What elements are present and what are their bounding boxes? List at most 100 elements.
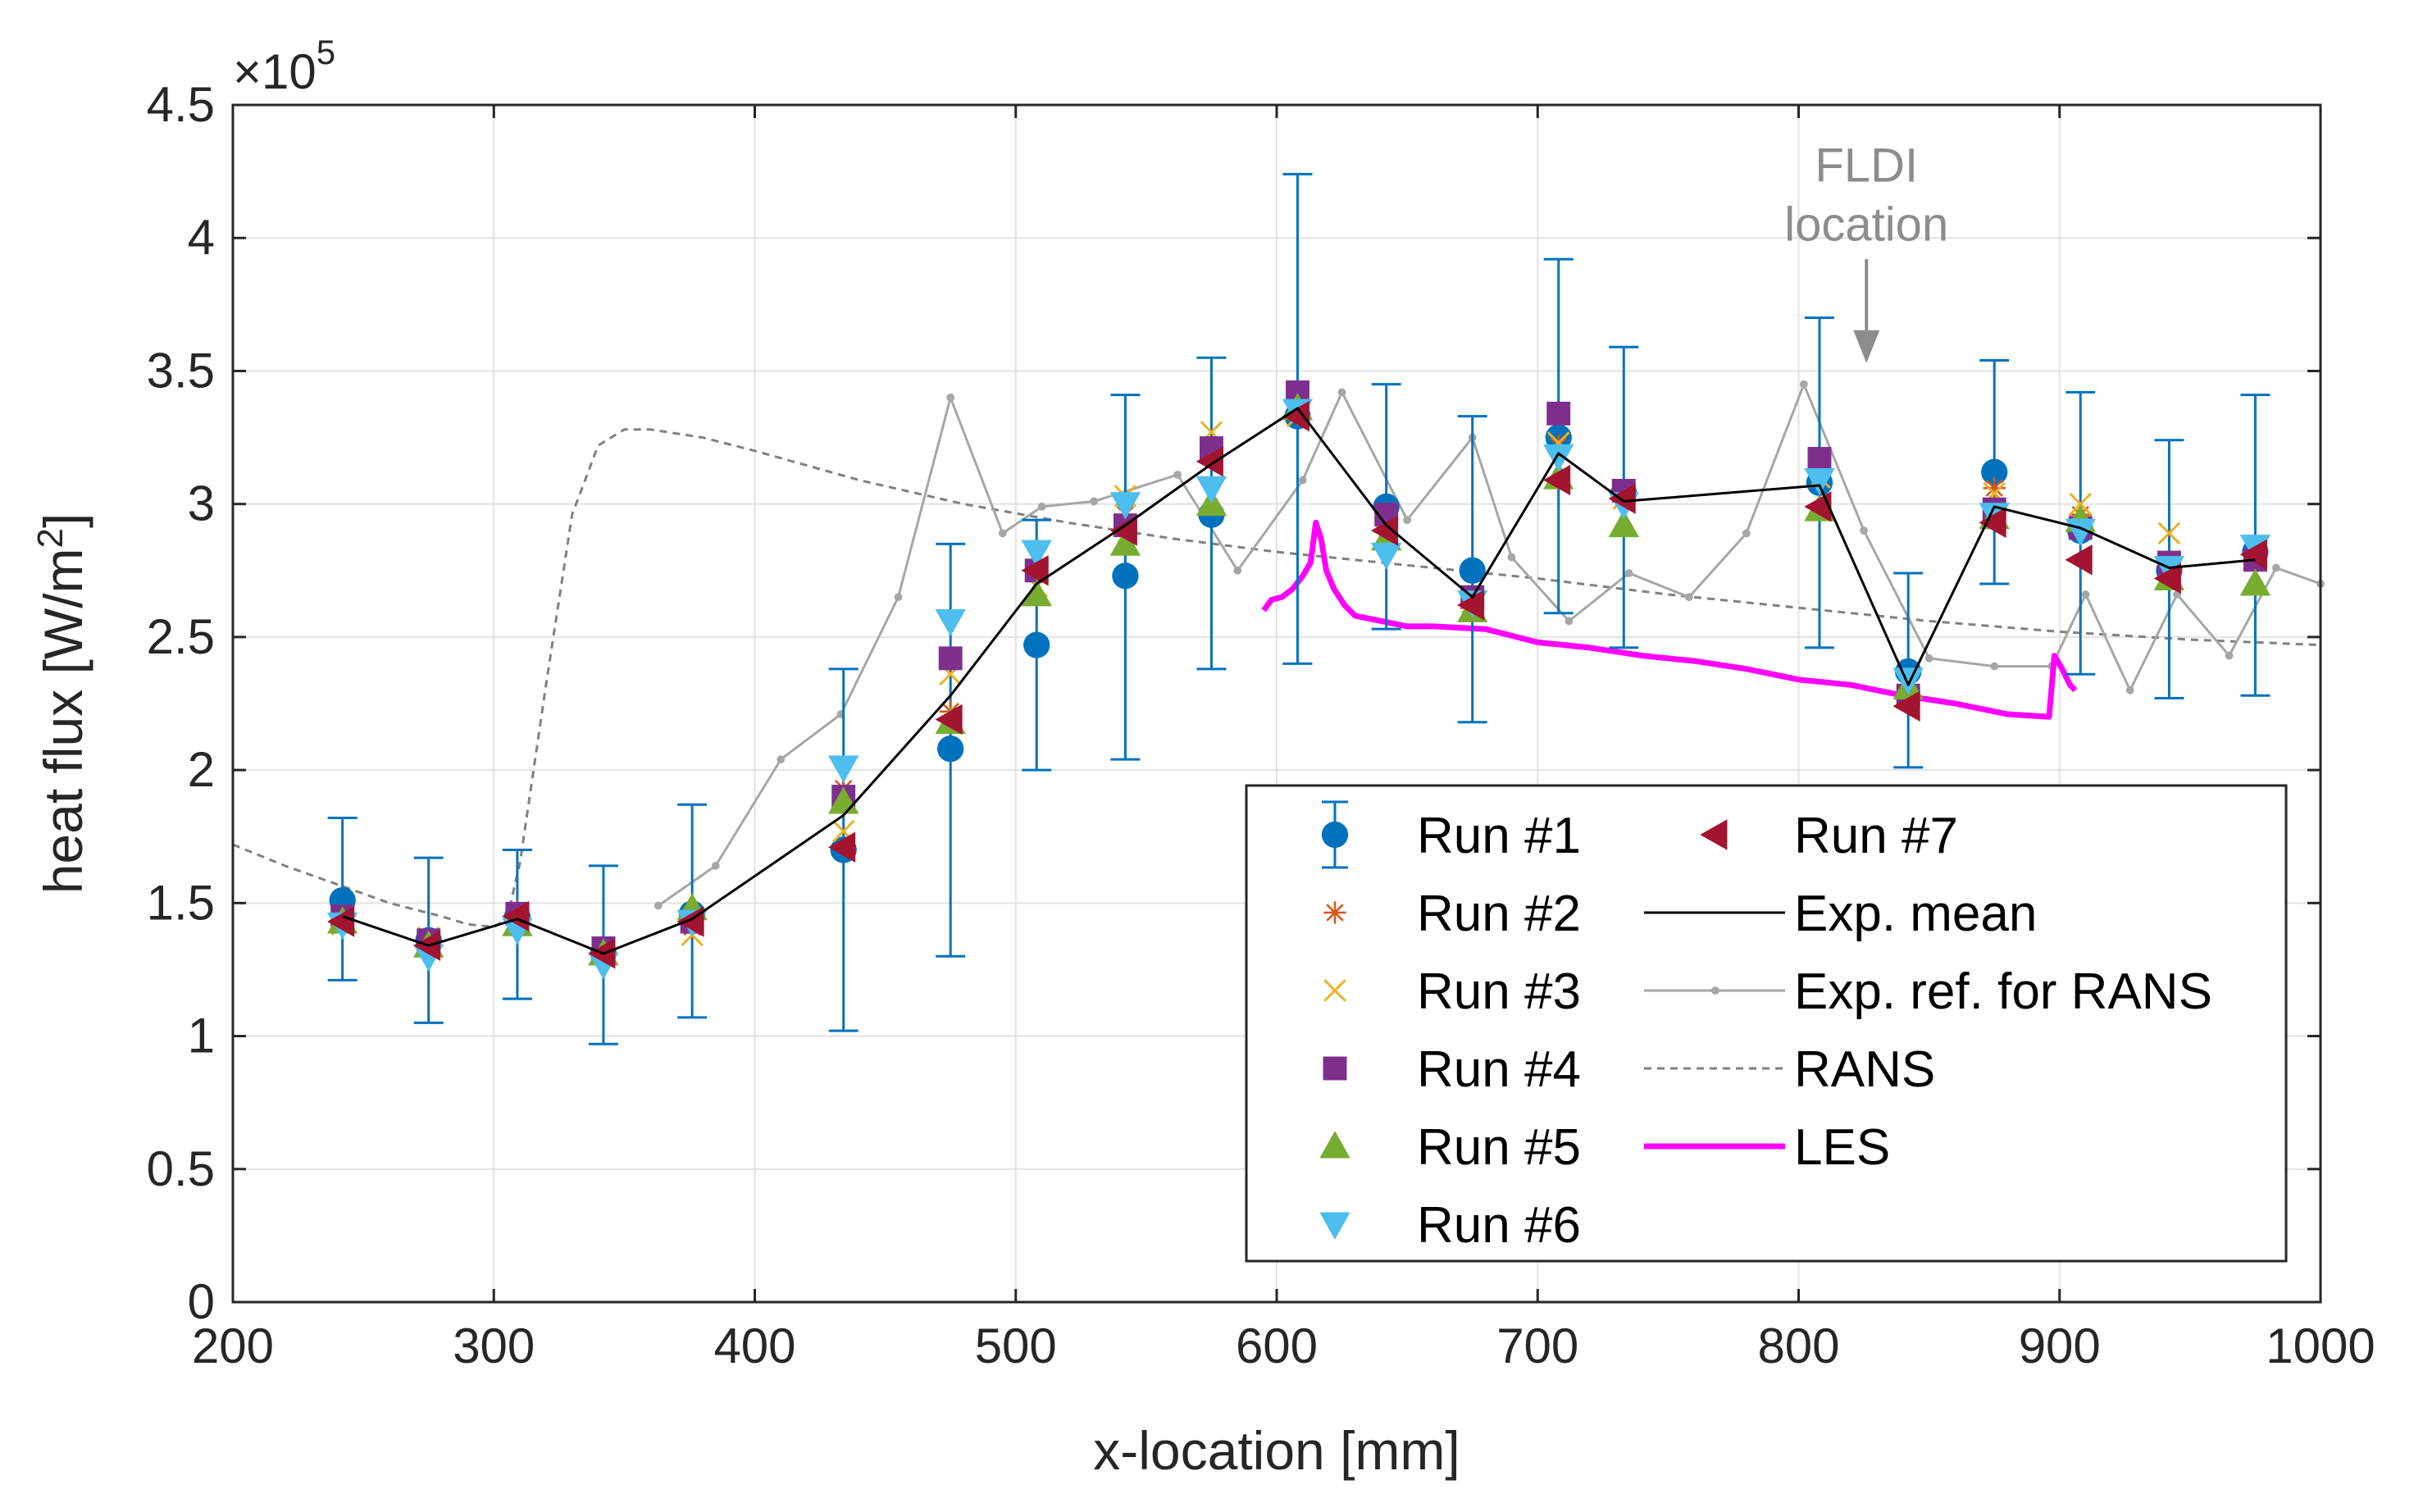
- legend-label: Run #5: [1417, 1119, 1581, 1176]
- legend-label: LES: [1794, 1119, 1890, 1176]
- run-6-point: [1109, 492, 1141, 520]
- exp-ref-point: [2125, 685, 2134, 695]
- run-7-point: [1282, 400, 1309, 432]
- exp-ref-point: [1090, 497, 1099, 506]
- run-7-point: [2065, 544, 2093, 576]
- exp-ref-point: [1565, 617, 1574, 626]
- axis-exponent-power: 5: [317, 33, 335, 71]
- run-7-point: [1892, 690, 1920, 722]
- fldi-arrow-head: [1853, 330, 1880, 363]
- fldi-annotation-line-2: location: [1784, 198, 1948, 252]
- axis-exponent-base: ×10: [233, 44, 317, 99]
- run-5-point: [1608, 509, 1639, 538]
- x-tick-label: 1000: [2266, 1318, 2375, 1373]
- legend-item-run-3: Run #3: [1323, 963, 1581, 1020]
- run-6-point: [1804, 468, 1835, 496]
- run-2-point: [1983, 476, 2006, 499]
- legend-marker: [1323, 1056, 1347, 1081]
- exp-ref-point: [1298, 476, 1307, 485]
- run-3-point: [2157, 521, 2181, 545]
- rans-layer: [232, 428, 2321, 928]
- legend-label: Run #6: [1417, 1197, 1581, 1254]
- run-4-point: [1807, 447, 1832, 471]
- legend-label: Exp. ref. for RANS: [1794, 963, 2212, 1020]
- legend-label: RANS: [1794, 1041, 1935, 1098]
- y-tick-label: 1.5: [147, 875, 215, 930]
- run-6-point: [828, 755, 859, 783]
- run-3-point: [2069, 492, 2093, 516]
- x-axis-label: x-location [mm]: [1093, 1420, 1460, 1481]
- fldi-annotation-line-1: FLDI: [1815, 139, 1918, 193]
- run-7-point: [828, 831, 856, 863]
- x-tick-label: 700: [1496, 1318, 1578, 1373]
- run-7-point: [1543, 464, 1571, 496]
- run-1-point: [1459, 557, 1486, 584]
- legend-item-exp-ref-for-rans: Exp. ref. for RANS: [1644, 963, 2212, 1020]
- legend-label: Run #7: [1794, 808, 1958, 864]
- y-tick-label: 2.5: [147, 609, 215, 664]
- y-tick-label: 2: [188, 742, 215, 797]
- run-7-point: [1021, 555, 1049, 586]
- les-layer: [1261, 519, 2078, 720]
- x-tick-label: 800: [1757, 1318, 1839, 1373]
- exp-mean-line: [342, 407, 2256, 955]
- run-6-point: [1196, 476, 1227, 503]
- y-axis-label-base: heat flux [W/m: [33, 549, 93, 895]
- run-7-point: [935, 704, 963, 736]
- run-7-point: [326, 906, 355, 937]
- run-7-point: [1979, 507, 2006, 539]
- exp-ref-point: [654, 901, 663, 910]
- run-6-point: [935, 608, 966, 637]
- y-tick-label: 0: [188, 1274, 215, 1329]
- exp-ref-point: [2271, 563, 2280, 572]
- y-tick-label: 4: [188, 210, 215, 265]
- y-tick-label: 0.5: [147, 1141, 215, 1196]
- exp-ref-layer: [654, 380, 2325, 910]
- exp-ref-point: [1403, 516, 1412, 525]
- run-6-point: [2153, 556, 2185, 584]
- legend-marker: [1321, 821, 1349, 849]
- y-axis-label-end: ]: [33, 513, 93, 528]
- exp-ref-point: [894, 593, 903, 602]
- run-6-point: [1543, 444, 1574, 471]
- legend-label: Run #2: [1417, 886, 1581, 942]
- axis-exponent: ×105: [233, 33, 335, 99]
- x-tick-label: 300: [453, 1318, 535, 1373]
- y-tick-label: 3: [188, 476, 215, 531]
- exp-ref-point: [946, 393, 955, 402]
- legend: Run #1 Run #2 Run #3 Run #4 Run #5 Run #6 Run…: [1245, 784, 2288, 1263]
- x-tick-label: 400: [713, 1318, 795, 1373]
- run-6-point: [1892, 667, 1924, 695]
- legend-label: Run #4: [1417, 1041, 1581, 1098]
- run-6-point: [1021, 540, 1052, 567]
- y-axis-label-sup: 2: [30, 528, 71, 548]
- legend-item-run-4: Run #4: [1323, 1041, 1581, 1098]
- exp-ref-point: [711, 862, 720, 870]
- legend-item-rans: RANS: [1644, 1041, 1935, 1098]
- legend-item-les: LES: [1644, 1119, 1890, 1176]
- run-5-point: [1109, 528, 1141, 556]
- legend-marker: [1319, 1131, 1350, 1159]
- run-7-point: [1370, 515, 1399, 546]
- legend-label: Exp. mean: [1794, 886, 2037, 942]
- les-line: [1261, 519, 2078, 720]
- run-5-point: [1021, 579, 1052, 607]
- y-tick-label: 3.5: [147, 343, 215, 398]
- rans-line: [232, 428, 2321, 928]
- exp-ref-point: [1742, 529, 1751, 538]
- exp-ref-point: [1233, 566, 1242, 575]
- run-7-point: [1456, 590, 1485, 621]
- run-7-point: [676, 906, 704, 937]
- y-axis-label: heat flux [W/m2]: [30, 513, 93, 895]
- x-tick-label: 600: [1236, 1318, 1318, 1373]
- exp-ref-point: [1173, 471, 1182, 479]
- x-tick-label: 500: [975, 1318, 1057, 1373]
- legend-item-run-1: Run #1: [1321, 800, 1581, 869]
- legend-marker: [1700, 819, 1728, 850]
- exp-ref-point: [1337, 388, 1346, 397]
- legend-right-column: Run #7 Exp. mean Exp. ref. for RANS RANS LES: [1644, 808, 2212, 1176]
- run-7-point: [2153, 562, 2181, 594]
- run-1-point: [937, 736, 964, 763]
- ticks: 200 300 400 500 600 700 800 900 1000 0 0.5 1 1.5 2 2.5…: [147, 77, 2375, 1373]
